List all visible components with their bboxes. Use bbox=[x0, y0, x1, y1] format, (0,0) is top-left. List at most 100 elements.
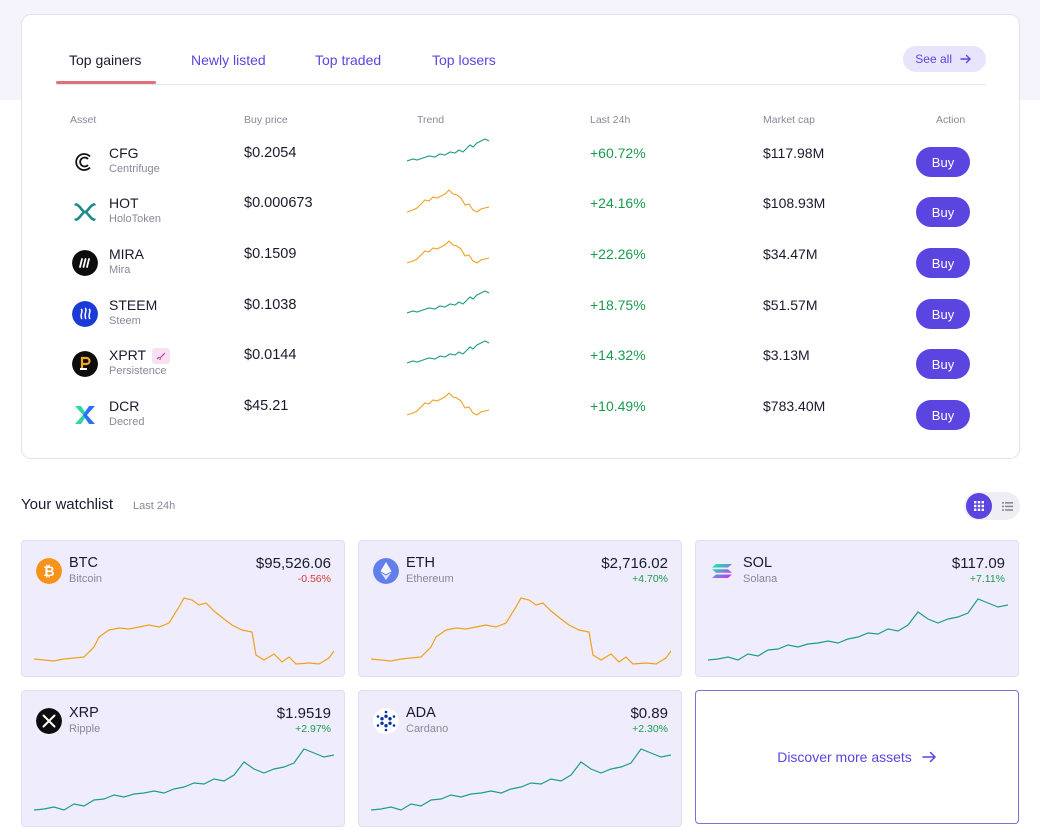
watchlist-name: Bitcoin bbox=[69, 573, 103, 585]
watchlist-name: Ethereum bbox=[406, 573, 454, 585]
watchlist-change: +2.30% bbox=[632, 723, 668, 735]
mira-icon bbox=[72, 250, 98, 276]
watchlist-subtitle: Last 24h bbox=[133, 500, 176, 512]
trend-sparkline bbox=[407, 240, 489, 264]
change-24h: +24.16% bbox=[590, 195, 646, 211]
watchlist-price: $1.9519 bbox=[276, 705, 331, 722]
asset-symbol: STEEM bbox=[109, 297, 158, 313]
watchlist-symbol: BTC bbox=[69, 555, 98, 571]
discover-label: Discover more assets bbox=[777, 749, 912, 765]
table-row: HOT HoloToken $0.000673 +24.16% $108.93M Buy bbox=[70, 189, 970, 239]
asset-symbol: MIRA bbox=[109, 246, 144, 262]
watchlist-card-eth[interactable]: ETH Ethereum $2,716.02 +4.70% bbox=[358, 540, 682, 677]
buy-button[interactable]: Buy bbox=[916, 299, 970, 329]
decred-icon bbox=[72, 402, 98, 428]
table-row: DCR Decred $45.21 +10.49% $783.40M Buy bbox=[70, 392, 970, 442]
svg-text:₿: ₿ bbox=[43, 564, 54, 580]
watchlist-change: +7.11% bbox=[969, 573, 1005, 585]
market-cap: $3.13M bbox=[763, 347, 810, 363]
asset-symbol: CFG bbox=[109, 145, 139, 161]
tab-newly-listed[interactable]: Newly listed bbox=[191, 52, 266, 68]
list-view-button[interactable] bbox=[994, 493, 1020, 519]
ripple-icon bbox=[36, 708, 62, 734]
discover-more-assets-button[interactable]: Discover more assets bbox=[695, 690, 1019, 824]
grid-view-button[interactable] bbox=[966, 493, 992, 519]
steem-icon bbox=[72, 301, 98, 327]
column-header-buy-price: Buy price bbox=[244, 114, 288, 126]
watchlist-symbol: SOL bbox=[743, 555, 773, 571]
ethereum-icon bbox=[373, 558, 399, 584]
table-row: STEEM Steem $0.1038 +18.75% $51.57M Buy bbox=[70, 290, 970, 341]
tab-top-losers[interactable]: Top losers bbox=[432, 52, 496, 68]
asset-name: HoloToken bbox=[109, 213, 161, 225]
table-row: XPRT Persistence $0.0144 +14.32% $3.13M Buy bbox=[70, 340, 970, 391]
change-24h: +18.75% bbox=[590, 297, 646, 313]
watchlist-price: $0.89 bbox=[630, 705, 668, 722]
trend-sparkline bbox=[407, 392, 489, 416]
buy-button[interactable]: Buy bbox=[916, 248, 970, 278]
watchlist-title: Your watchlist bbox=[21, 496, 113, 513]
tab-top-traded[interactable]: Top traded bbox=[315, 52, 382, 68]
asset-symbol: DCR bbox=[109, 398, 140, 414]
asset-symbol: HOT bbox=[109, 195, 139, 211]
asset-name: Persistence bbox=[109, 365, 167, 377]
arrow-right-icon bbox=[960, 54, 971, 64]
see-all-button[interactable]: See all bbox=[903, 46, 986, 72]
column-header-trend: Trend bbox=[417, 114, 445, 126]
market-movers-card: Top gainers Newly listed Top traded Top … bbox=[21, 14, 1020, 459]
watchlist-symbol: XRP bbox=[69, 705, 99, 721]
watchlist-change: +2.97% bbox=[295, 723, 331, 735]
watchlist-chart bbox=[708, 598, 1008, 661]
persistence-icon bbox=[72, 351, 98, 377]
market-cap: $783.40M bbox=[763, 398, 826, 414]
buy-price: $0.1509 bbox=[244, 246, 297, 262]
asset-symbol: XPRT bbox=[109, 347, 147, 363]
change-24h: +10.49% bbox=[590, 398, 646, 414]
change-24h: +22.26% bbox=[590, 246, 646, 262]
market-cap: $108.93M bbox=[763, 195, 826, 211]
market-cap: $117.98M bbox=[763, 145, 825, 161]
trend-sparkline bbox=[407, 290, 489, 314]
trend-sparkline bbox=[407, 138, 489, 162]
watchlist-price: $117.09 bbox=[951, 555, 1005, 572]
view-toggle bbox=[964, 492, 1020, 520]
watchlist-symbol: ETH bbox=[406, 555, 435, 571]
asset-name: Steem bbox=[109, 315, 141, 327]
buy-button[interactable]: Buy bbox=[916, 147, 970, 177]
buy-price: $0.0144 bbox=[244, 347, 297, 363]
watchlist-symbol: ADA bbox=[406, 705, 436, 721]
grid-icon bbox=[974, 501, 984, 511]
watchlist-chart bbox=[371, 748, 671, 811]
buy-button[interactable]: Buy bbox=[916, 400, 970, 430]
arrow-right-icon bbox=[922, 751, 936, 763]
buy-price: $45.21 bbox=[244, 398, 289, 414]
watchlist-card-xrp[interactable]: XRP Ripple $1.9519 +2.97% bbox=[21, 690, 345, 827]
centrifuge-icon bbox=[72, 149, 98, 175]
market-tabs: Top gainers Newly listed Top traded Top … bbox=[56, 46, 986, 85]
column-header-asset: Asset bbox=[70, 114, 97, 126]
market-cap: $34.47M bbox=[763, 246, 818, 262]
watchlist-chart bbox=[34, 597, 334, 665]
trend-sparkline bbox=[407, 189, 489, 213]
watchlist-name: Cardano bbox=[406, 723, 449, 735]
see-all-label: See all bbox=[915, 52, 952, 66]
watchlist-name: Ripple bbox=[69, 723, 101, 735]
buy-price: $0.000673 bbox=[244, 195, 313, 211]
watchlist-card-btc[interactable]: ₿ BTC Bitcoin $95,526.06 -0.56% bbox=[21, 540, 345, 677]
column-header-action: Action bbox=[936, 114, 966, 126]
watchlist-name: Solana bbox=[743, 573, 778, 585]
cardano-icon bbox=[373, 708, 399, 734]
asset-name: Centrifuge bbox=[109, 163, 160, 175]
holo-icon bbox=[72, 199, 98, 225]
buy-button[interactable]: Buy bbox=[916, 349, 970, 379]
watchlist-card-ada[interactable]: ADA Cardano $0.89 +2.30% bbox=[358, 690, 682, 827]
asset-name: Mira bbox=[109, 264, 131, 276]
market-cap: $51.57M bbox=[763, 297, 818, 313]
tab-top-gainers[interactable]: Top gainers bbox=[69, 52, 142, 68]
change-24h: +60.72% bbox=[590, 145, 646, 161]
watchlist-card-sol[interactable]: SOL Solana $117.09 +7.11% bbox=[695, 540, 1019, 677]
bitcoin-icon: ₿ bbox=[36, 558, 62, 584]
rocket-icon bbox=[152, 348, 170, 364]
buy-button[interactable]: Buy bbox=[916, 197, 970, 227]
watchlist-chart bbox=[371, 597, 671, 665]
